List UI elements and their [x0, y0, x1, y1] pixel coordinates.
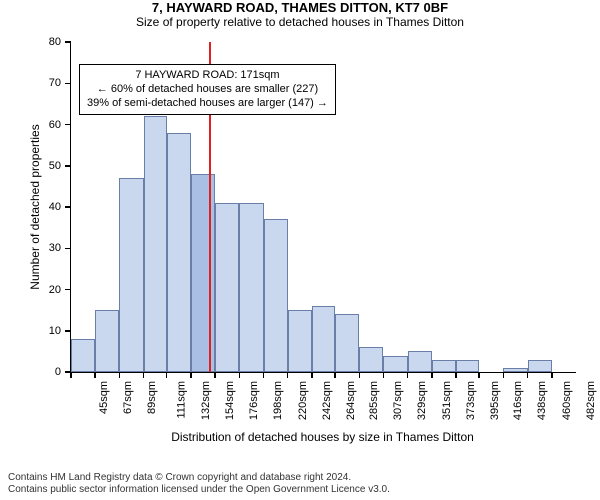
x-tick-label: 67sqm	[122, 381, 134, 414]
annotation-line: ← 60% of detached houses are smaller (22…	[87, 83, 328, 97]
histogram-bar	[215, 203, 239, 372]
histogram-bar	[335, 314, 359, 372]
x-tick-label: 198sqm	[272, 381, 284, 420]
histogram-bar	[167, 133, 191, 372]
annotation-box: 7 HAYWARD ROAD: 171sqm← 60% of detached …	[79, 64, 336, 115]
annotation-line: 7 HAYWARD ROAD: 171sqm	[87, 69, 328, 83]
x-tick-label: 111sqm	[175, 381, 187, 419]
x-tick-label: 482sqm	[585, 381, 597, 420]
histogram-bar	[312, 306, 335, 372]
credits-line-1: Contains HM Land Registry data © Crown c…	[8, 472, 592, 484]
y-tick-label: 60	[49, 119, 61, 131]
y-tick-label: 70	[49, 77, 61, 89]
x-tick-label: 329sqm	[417, 381, 429, 420]
histogram-bar	[264, 219, 288, 372]
histogram-bar	[503, 368, 527, 372]
y-tick-label: 20	[49, 284, 61, 296]
x-tick-label: 154sqm	[224, 381, 236, 420]
y-tick-label: 80	[49, 36, 61, 48]
histogram-bar	[71, 339, 95, 372]
credits-line-2: Contains public sector information licen…	[8, 484, 592, 496]
y-tick-label: 40	[49, 201, 61, 213]
x-tick-label: 307sqm	[392, 381, 404, 420]
y-tick-label: 30	[49, 242, 61, 254]
x-tick-label: 416sqm	[512, 381, 524, 420]
x-axis-label: Distribution of detached houses by size …	[70, 430, 575, 444]
plot-area: 0102030405060708045sqm67sqm89sqm111sqm13…	[70, 42, 576, 373]
histogram-bar	[432, 360, 456, 372]
histogram-bar	[288, 310, 312, 372]
x-tick-label: 45sqm	[98, 381, 110, 414]
x-tick-label: 176sqm	[248, 381, 260, 420]
x-tick-label: 373sqm	[465, 381, 477, 420]
x-tick-label: 220sqm	[297, 381, 309, 420]
annotation-line: 39% of semi-detached houses are larger (…	[87, 97, 328, 111]
histogram-bar	[359, 347, 383, 372]
x-tick-label: 242sqm	[321, 381, 333, 420]
histogram-bar	[119, 178, 143, 372]
x-tick-label: 351sqm	[441, 381, 453, 420]
y-axis-label: Number of detached properties	[28, 107, 42, 307]
chart-container: 0 10 20 30 40 50 60 70 80 45sqm 67sqm 89sqm 111sqm 13…	[0, 0, 600, 500]
x-tick-label: 438sqm	[537, 381, 549, 420]
histogram-bar	[239, 203, 263, 372]
x-tick-label: 285sqm	[368, 381, 380, 420]
histogram-bar	[528, 360, 552, 372]
histogram-bar	[456, 360, 479, 372]
histogram-bar	[383, 356, 407, 373]
y-tick-label: 50	[49, 160, 61, 172]
x-tick-label: 395sqm	[489, 381, 501, 420]
x-tick-label: 264sqm	[345, 381, 357, 420]
credits: Contains HM Land Registry data © Crown c…	[8, 472, 592, 496]
histogram-bar	[144, 116, 167, 372]
y-tick-label: 0	[55, 366, 61, 378]
x-tick-label: 89sqm	[146, 381, 158, 414]
y-tick-label: 10	[49, 325, 61, 337]
histogram-bar	[408, 351, 432, 372]
histogram-bar	[95, 310, 119, 372]
x-tick-label: 132sqm	[200, 381, 212, 420]
x-tick-label: 460sqm	[561, 381, 573, 420]
histogram-bar	[191, 174, 215, 372]
